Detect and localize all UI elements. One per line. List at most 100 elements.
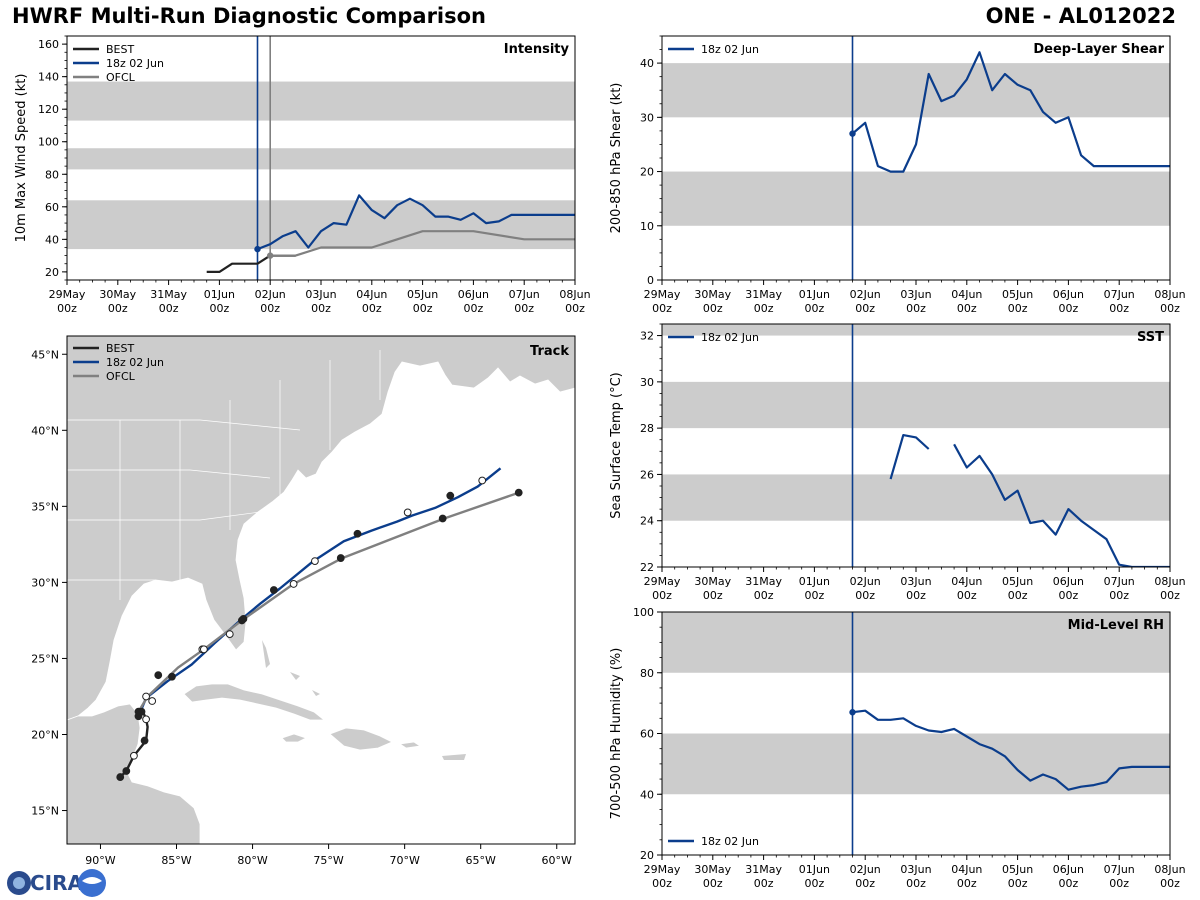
sst-series-hwrf-1: [953, 443, 1170, 567]
sst-ytick-label: 30: [640, 376, 654, 389]
shear-xtick-label: 06Jun: [1053, 288, 1084, 301]
sst-xtick-label: 29May: [644, 575, 681, 588]
rh-xtick-sublabel: 00z: [1008, 877, 1028, 890]
intensity-xtick-sublabel: 00z: [413, 302, 433, 315]
shear-xtick-sublabel: 00z: [957, 302, 977, 315]
shear-xtick-label: 29May: [644, 288, 681, 301]
rh-xtick-label: 03Jun: [900, 863, 931, 876]
intensity-band-1: [67, 148, 575, 170]
rh-xtick-label: 01Jun: [799, 863, 830, 876]
rh-xtick-label: 29May: [644, 863, 681, 876]
intensity-series-group: [206, 194, 575, 273]
shear-series-hwrf-0: [851, 51, 1170, 173]
track-marker-best: [116, 773, 125, 781]
sst-legend-label-hwrf: 18z 02 Jun: [701, 331, 759, 344]
sst-xtick-label: 05Jun: [1002, 575, 1033, 588]
shear-legend-label-hwrf: 18z 02 Jun: [701, 43, 759, 56]
rh-xtick-label: 07Jun: [1104, 863, 1135, 876]
track-ytick-label: 45°N: [31, 348, 59, 361]
rh-xtick-sublabel: 00z: [1160, 877, 1180, 890]
rh-panel: 2040608010029May00z30May00z31May00z01Jun…: [609, 606, 1186, 890]
sst-xtick-label: 04Jun: [951, 575, 982, 588]
shear-ytick-label: 10: [640, 220, 654, 233]
intensity-series-ofcl-0: [270, 230, 575, 257]
sst-xtick-label: 08Jun: [1154, 575, 1185, 588]
intensity-hwrf-init-point: [254, 245, 261, 253]
intensity-xtick-sublabel: 00z: [362, 302, 382, 315]
track-marker-hwrf: [446, 491, 455, 500]
intensity-band-0: [67, 200, 575, 250]
rh-xtick-sublabel: 00z: [1059, 877, 1079, 890]
rh-xtick-sublabel: 00z: [855, 877, 875, 890]
sst-xtick-label: 07Jun: [1104, 575, 1135, 588]
track-ytick-label: 15°N: [31, 805, 59, 818]
shear-xtick-label: 01Jun: [799, 288, 830, 301]
track-xtick-label: 60°W: [542, 854, 572, 867]
intensity-ytick-label: 140: [38, 71, 59, 84]
rh-xtick-sublabel: 00z: [703, 877, 723, 890]
shear-xtick-sublabel: 00z: [906, 302, 926, 315]
rh-xtick-sublabel: 00z: [1109, 877, 1129, 890]
track-marker-ofcl: [336, 554, 345, 562]
intensity-ytick-label: 80: [45, 168, 59, 181]
sst-xtick-sublabel: 00z: [1008, 589, 1028, 602]
track-marker-hwrf: [269, 586, 278, 594]
shear-ytick-label: 0: [647, 274, 654, 287]
shear-series-group: [851, 51, 1170, 173]
track-marker-hwrf: [403, 508, 412, 517]
sst-xtick-sublabel: 00z: [754, 589, 774, 602]
rh-xtick-sublabel: 00z: [754, 877, 774, 890]
track-xtick-label: 80°W: [237, 854, 267, 867]
rh-xtick-label: 04Jun: [951, 863, 982, 876]
rh-ytick-label: 60: [640, 728, 654, 741]
rh-ytick-label: 80: [640, 667, 654, 680]
sst-xtick-sublabel: 00z: [1160, 589, 1180, 602]
rh-series-hwrf-0: [852, 709, 1170, 791]
track-xtick-label: 85°W: [161, 854, 191, 867]
figure-title: HWRF Multi-Run Diagnostic Comparison: [12, 4, 487, 28]
intensity-xtick-label: 05Jun: [407, 288, 438, 301]
jamaica-land: [281, 733, 308, 743]
sst-series-group: [889, 434, 1170, 567]
track-title: Track: [530, 344, 569, 359]
sst-xtick-label: 02Jun: [850, 575, 881, 588]
track-xtick-label: 75°W: [313, 854, 343, 867]
track-legend-label-ofcl: OFCL: [106, 370, 136, 383]
sst-ylabel: Sea Surface Temp (°C): [609, 372, 624, 519]
intensity-xtick-sublabel: 00z: [159, 302, 179, 315]
track-ytick-label: 30°N: [31, 576, 59, 589]
rh-band-0: [662, 733, 1170, 795]
shear-ytick-label: 40: [640, 57, 654, 70]
rh-xtick-label: 30May: [694, 863, 731, 876]
track-xtick-label: 65°W: [466, 854, 496, 867]
intensity-xtick-label: 07Jun: [509, 288, 540, 301]
intensity-xtick-label: 03Jun: [305, 288, 336, 301]
sst-ytick-label: 28: [640, 422, 654, 435]
sst-panel: 22242628303229May00z30May00z31May00z01Ju…: [609, 323, 1186, 602]
rh-ytick-label: 40: [640, 788, 654, 801]
track-marker-best: [140, 736, 149, 745]
rh-xtick-sublabel: 00z: [652, 877, 672, 890]
track-marker-best: [122, 767, 131, 775]
sst-band-1: [662, 381, 1170, 429]
shear-xtick-sublabel: 00z: [652, 302, 672, 315]
rh-series-group: [852, 709, 1170, 791]
track-marker-ofcl: [199, 645, 208, 654]
shear-ylabel: 200-850 hPa Shear (kt): [609, 83, 624, 234]
sst-xtick-sublabel: 00z: [652, 589, 672, 602]
track-marker-ofcl: [154, 671, 163, 680]
shear-xtick-label: 07Jun: [1104, 288, 1135, 301]
shear-ytick-label: 20: [640, 166, 654, 179]
intensity-xtick-label: 01Jun: [204, 288, 235, 301]
rh-xtick-label: 06Jun: [1053, 863, 1084, 876]
intensity-ytick-label: 40: [45, 233, 59, 246]
intensity-xtick-sublabel: 00z: [260, 302, 280, 315]
track-marker-hwrf: [148, 697, 157, 705]
intensity-xtick-label: 06Jun: [458, 288, 489, 301]
track-marker-hwrf: [353, 529, 362, 538]
sst-band-2: [662, 324, 1170, 336]
intensity-ytick-label: 20: [45, 266, 59, 279]
shear-xtick-sublabel: 00z: [1109, 302, 1129, 315]
track-marker-ofcl: [289, 580, 298, 588]
